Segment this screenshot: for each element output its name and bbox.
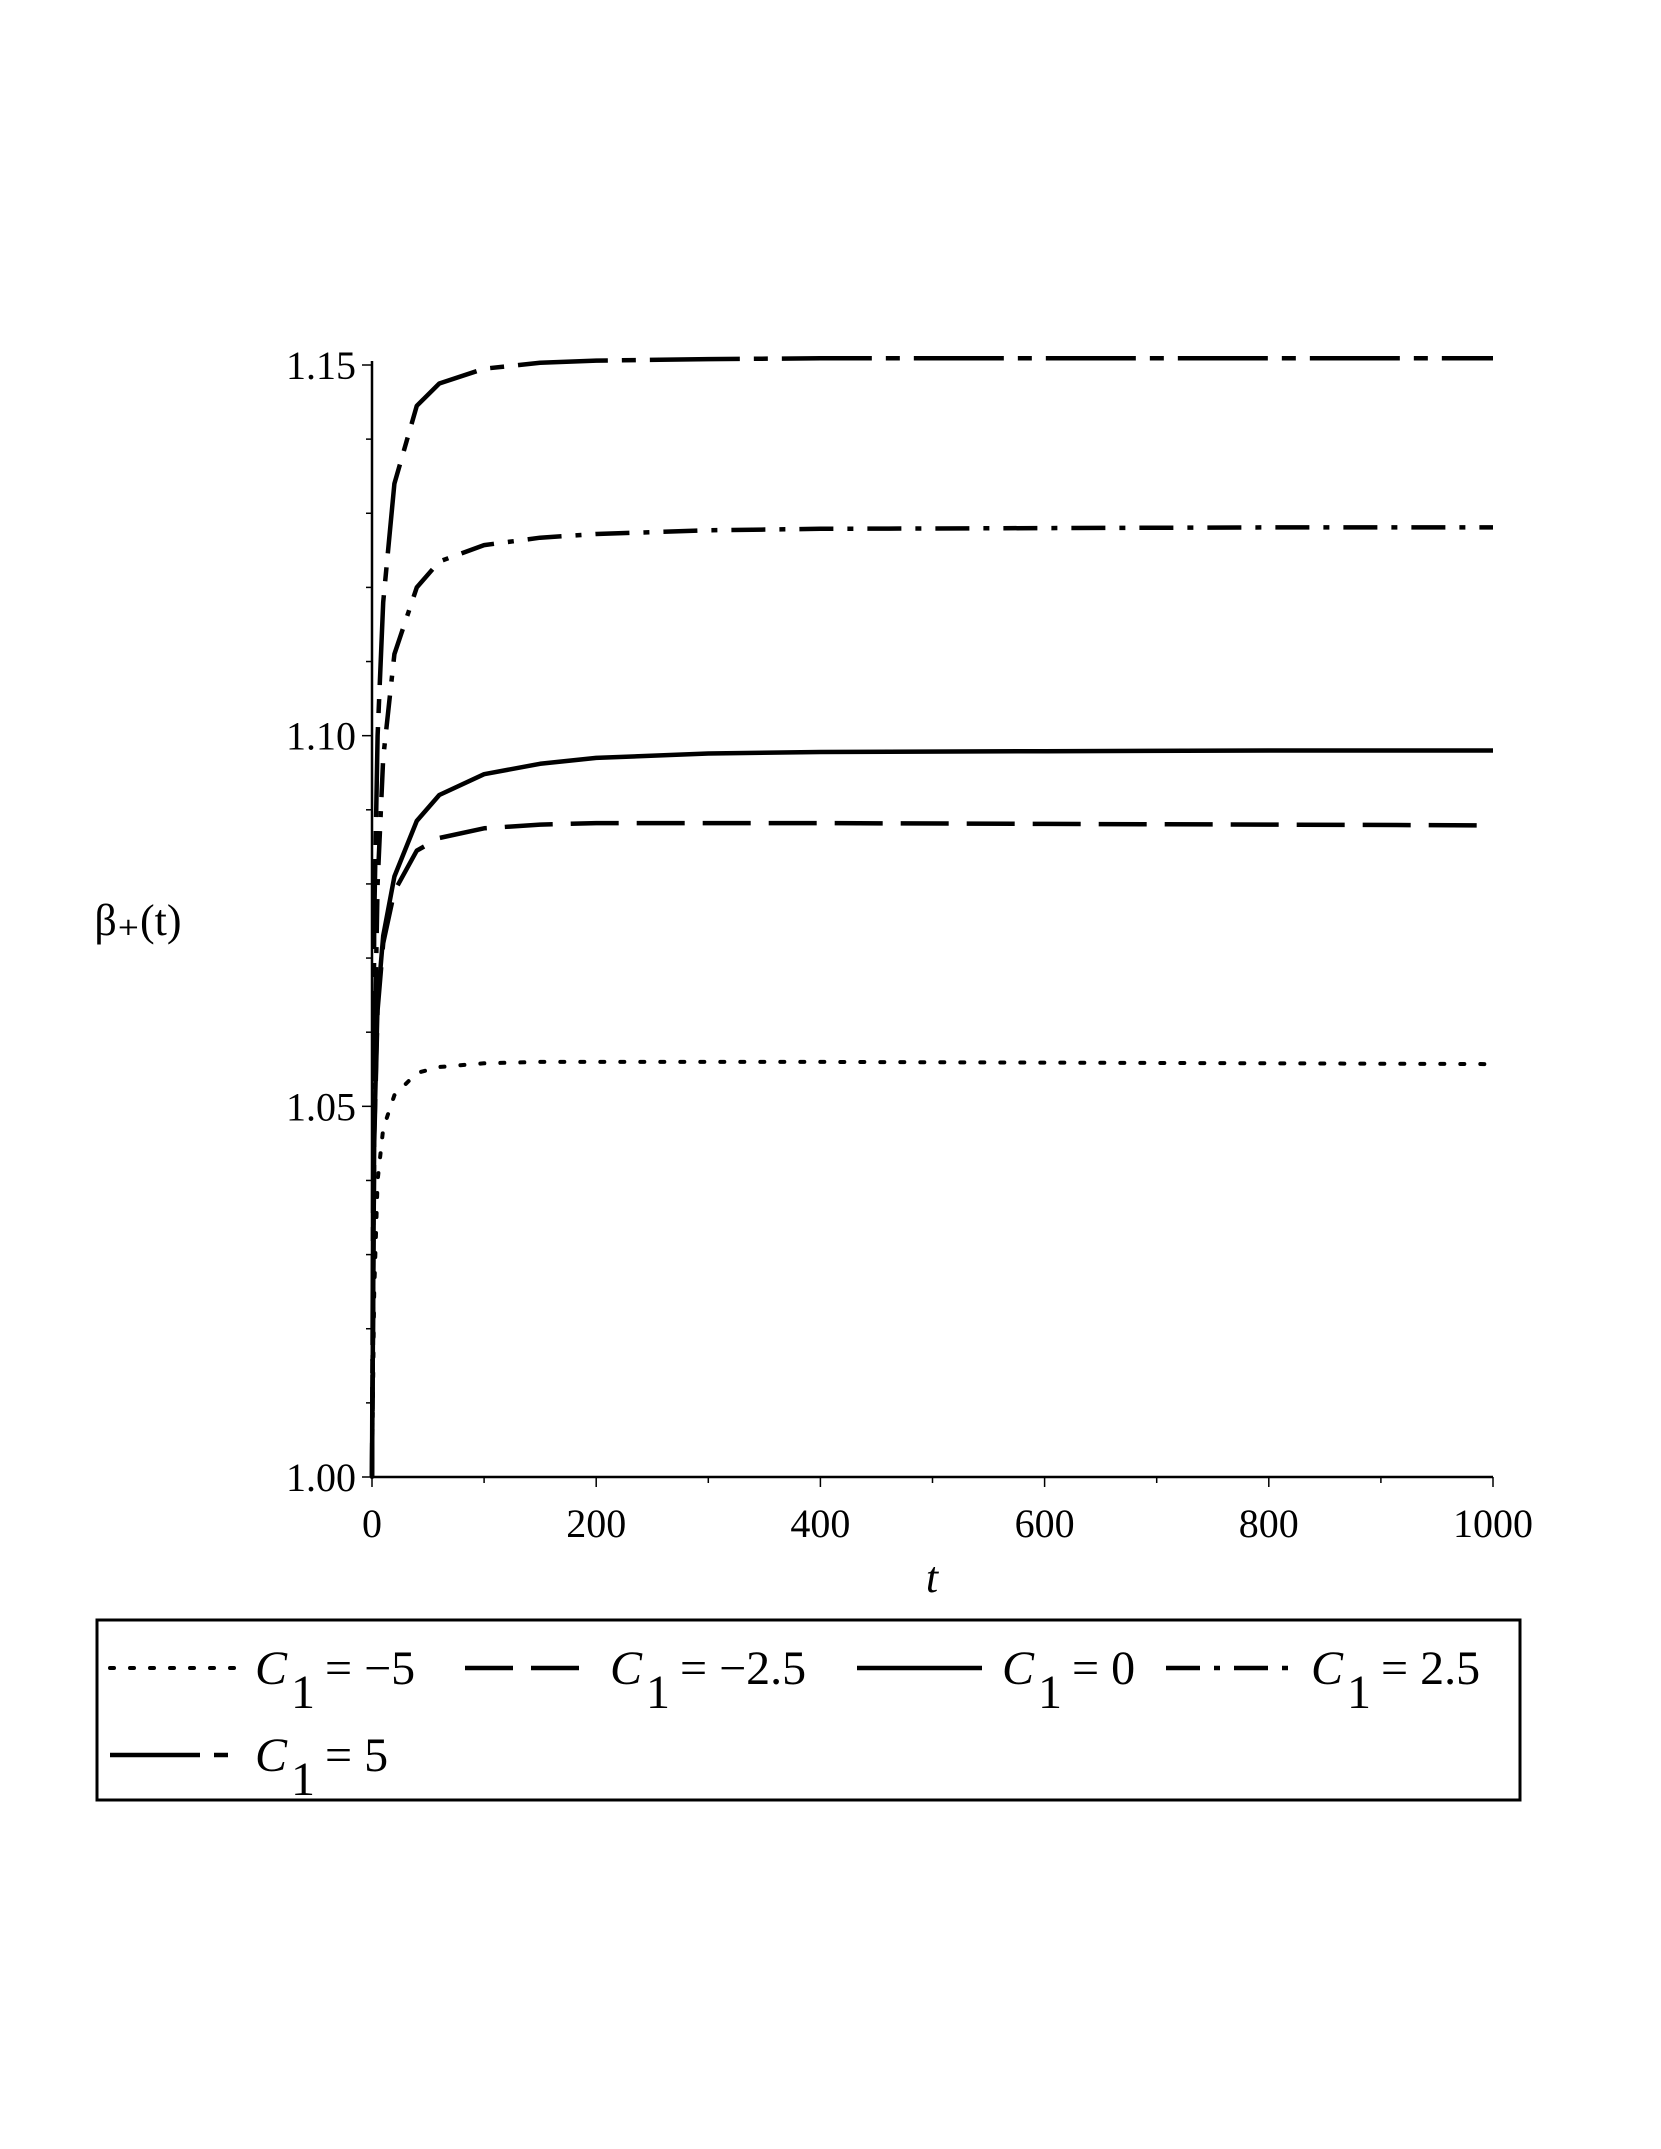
legend-variable: C — [1311, 1642, 1344, 1695]
x-tick-label: 0 — [362, 1501, 382, 1546]
legend-variable: C — [1002, 1642, 1035, 1695]
legend-value: = −5 — [325, 1642, 415, 1695]
y-tick-label: 1.05 — [286, 1084, 356, 1129]
legend-item-3: C 1 = 0 — [857, 1642, 1135, 1719]
legend-subscript: 1 — [1347, 1666, 1371, 1719]
legend-value: = 2.5 — [1381, 1642, 1480, 1695]
legend-subscript: 1 — [291, 1753, 315, 1806]
legend-variable: C — [610, 1642, 643, 1695]
legend-variable: C — [255, 1729, 288, 1782]
legend-value: = 0 — [1072, 1642, 1135, 1695]
legend-subscript: 1 — [646, 1666, 670, 1719]
y-axis-label: β₊(t) — [94, 896, 181, 945]
series-line-2 — [369, 820, 1494, 1478]
legend-item-1: C 1 = −5 — [108, 1642, 415, 1719]
legend-subscript: 1 — [1038, 1666, 1062, 1719]
legend-item-4: C 1 = 2.5 — [1166, 1642, 1480, 1719]
legend-box — [95, 1618, 1522, 1802]
legend-item-2: C 1 = −2.5 — [465, 1642, 806, 1719]
series-line-4 — [369, 525, 1493, 1478]
legend-subscript: 1 — [291, 1666, 315, 1719]
legend-variable: C — [255, 1642, 288, 1695]
ticks: 0 200 400 600 800 1000 1.00 1.05 1.10 1.15 — [286, 343, 1533, 1546]
x-tick-label: 600 — [1015, 1501, 1075, 1546]
plot-lines — [369, 356, 1495, 1479]
series-line-5 — [369, 356, 1493, 1478]
series-line-3 — [369, 748, 1493, 1478]
y-tick-label: 1.00 — [286, 1455, 356, 1500]
legend: C 1 = −5 C 1 = −2.5 C 1 = 0 C 1 = 2.5C 1 = 5 — [95, 1618, 1522, 1806]
x-tick-label: 800 — [1239, 1501, 1299, 1546]
legend-value: = 5 — [325, 1729, 388, 1782]
legend-value: = −2.5 — [680, 1642, 806, 1695]
x-tick-label: 200 — [566, 1501, 626, 1546]
x-tick-label: 1000 — [1453, 1501, 1533, 1546]
y-tick-label: 1.10 — [286, 714, 356, 759]
legend-item-5: C 1 = 5 — [110, 1729, 388, 1806]
x-tick-label: 400 — [790, 1501, 850, 1546]
x-axis-label: t — [926, 1553, 940, 1602]
series-line-1 — [370, 1059, 1495, 1479]
y-tick-label: 1.15 — [286, 343, 356, 388]
